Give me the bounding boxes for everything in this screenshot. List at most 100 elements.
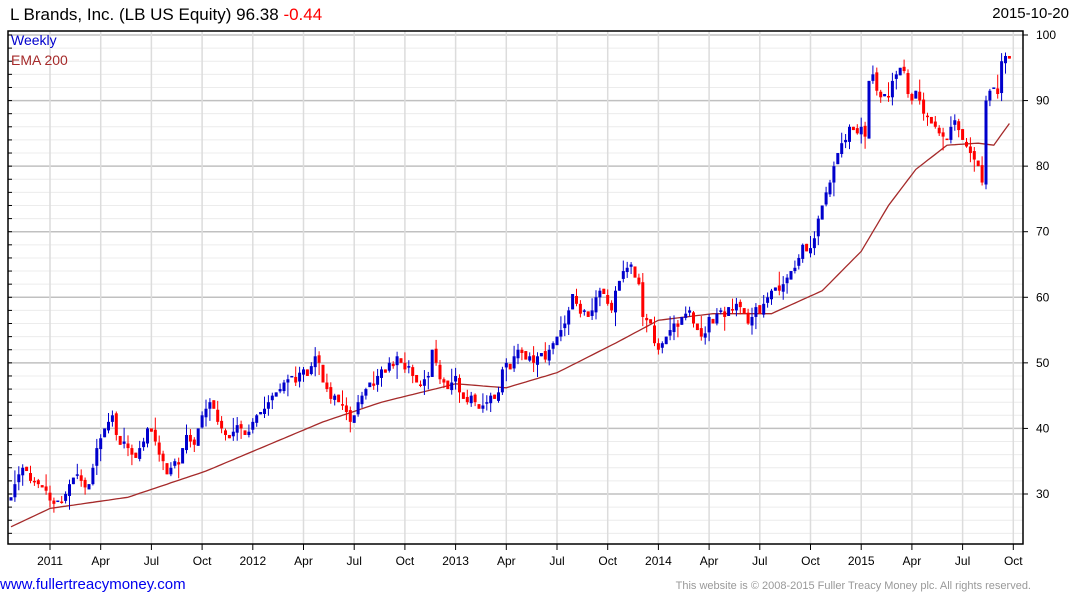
candle-up	[582, 310, 586, 312]
y-tick-label: 60	[1036, 290, 1050, 304]
candle-down	[906, 73, 910, 95]
candle-up	[563, 323, 567, 329]
candle-up	[91, 467, 95, 485]
candle-down	[941, 132, 945, 137]
candle-up	[87, 484, 91, 490]
candle-down	[153, 429, 157, 442]
candle-up	[688, 310, 692, 313]
plot-frame	[7, 30, 1024, 545]
candle-down	[36, 480, 40, 485]
x-tick-label: 2012	[239, 554, 266, 568]
candle-down	[972, 151, 976, 160]
candle-down	[610, 302, 614, 311]
candle-up	[914, 90, 918, 99]
candle-up	[286, 379, 290, 383]
candle-up	[894, 74, 898, 79]
candle-up	[594, 297, 598, 313]
candle-up	[99, 438, 103, 450]
candle-up	[528, 356, 532, 361]
candle-up	[890, 80, 894, 98]
candle-up	[762, 303, 766, 315]
x-tick-label: Apr	[294, 554, 313, 568]
x-tick-label: Oct	[1004, 554, 1023, 568]
y-tick-label: 40	[1036, 421, 1050, 435]
candle-down	[656, 343, 660, 350]
candle-down	[79, 475, 83, 481]
candle-up	[497, 392, 500, 401]
candle-up	[836, 153, 840, 165]
candle-down	[399, 358, 403, 363]
candle-up	[536, 356, 539, 365]
candle-down	[961, 129, 965, 140]
candle-up	[816, 218, 820, 237]
candle-up	[407, 366, 411, 368]
candle-down	[578, 303, 582, 314]
candle-down	[723, 311, 727, 317]
candle-up	[715, 313, 719, 324]
candle-down	[149, 428, 153, 432]
candle-up	[146, 428, 149, 444]
candle-down	[922, 99, 926, 114]
candle-down	[996, 88, 1000, 95]
candle-up	[181, 448, 185, 464]
candle-down	[130, 448, 134, 455]
candle-up	[122, 441, 126, 444]
candle-up	[516, 349, 520, 359]
candle-up	[625, 267, 629, 273]
candle-up	[567, 310, 571, 325]
candle-up	[504, 362, 508, 368]
candle-down	[637, 277, 641, 285]
candle-up	[848, 126, 851, 142]
candle-up	[840, 143, 844, 155]
candle-up	[571, 294, 575, 310]
candle-up	[387, 362, 391, 371]
candle-up	[598, 290, 602, 298]
candle-down	[493, 394, 497, 399]
candle-down	[649, 319, 653, 324]
candle-up	[333, 395, 337, 400]
candle-up	[278, 389, 282, 392]
candle-up	[949, 126, 953, 140]
candle-down	[575, 295, 578, 304]
candle-up	[313, 356, 317, 368]
candle-down	[711, 318, 715, 324]
candle-down	[863, 125, 867, 137]
candle-down	[372, 383, 376, 386]
candle-up	[898, 67, 902, 76]
candle-down	[965, 141, 968, 147]
candle-down	[134, 452, 138, 458]
candle-up	[789, 271, 793, 280]
candle-down	[126, 443, 130, 449]
price-change: -0.44	[283, 5, 323, 24]
candle-up	[797, 257, 801, 266]
last-price: 96.38	[236, 5, 279, 24]
candle-up	[754, 307, 758, 317]
website-link[interactable]: www.fullertreacymoney.com	[0, 576, 186, 593]
candle-up	[489, 395, 493, 404]
candle-down	[695, 323, 699, 331]
candle-up	[75, 474, 79, 476]
candle-down	[415, 374, 419, 383]
candle-up	[793, 267, 797, 272]
candle-up	[56, 500, 60, 503]
y-tick-label: 100	[1036, 28, 1056, 42]
legend-ema: EMA 200	[11, 52, 68, 68]
candle-up	[200, 415, 204, 428]
candle-up	[255, 415, 259, 423]
candle-down	[957, 121, 961, 131]
candle-down	[60, 501, 64, 504]
y-tick-label: 50	[1036, 356, 1050, 370]
candle-down	[337, 394, 341, 403]
candle-up	[360, 395, 364, 405]
y-tick-label: 30	[1036, 487, 1050, 501]
candle-down	[731, 309, 734, 311]
candle-up	[883, 94, 887, 97]
candle-up	[454, 375, 458, 382]
candle-up	[617, 280, 621, 291]
candle-up	[450, 382, 454, 391]
y-tick-label: 90	[1036, 94, 1050, 108]
candle-up	[430, 349, 434, 377]
ema-200-line	[10, 123, 1010, 528]
candle-up	[812, 238, 816, 249]
candle-down	[758, 305, 762, 314]
